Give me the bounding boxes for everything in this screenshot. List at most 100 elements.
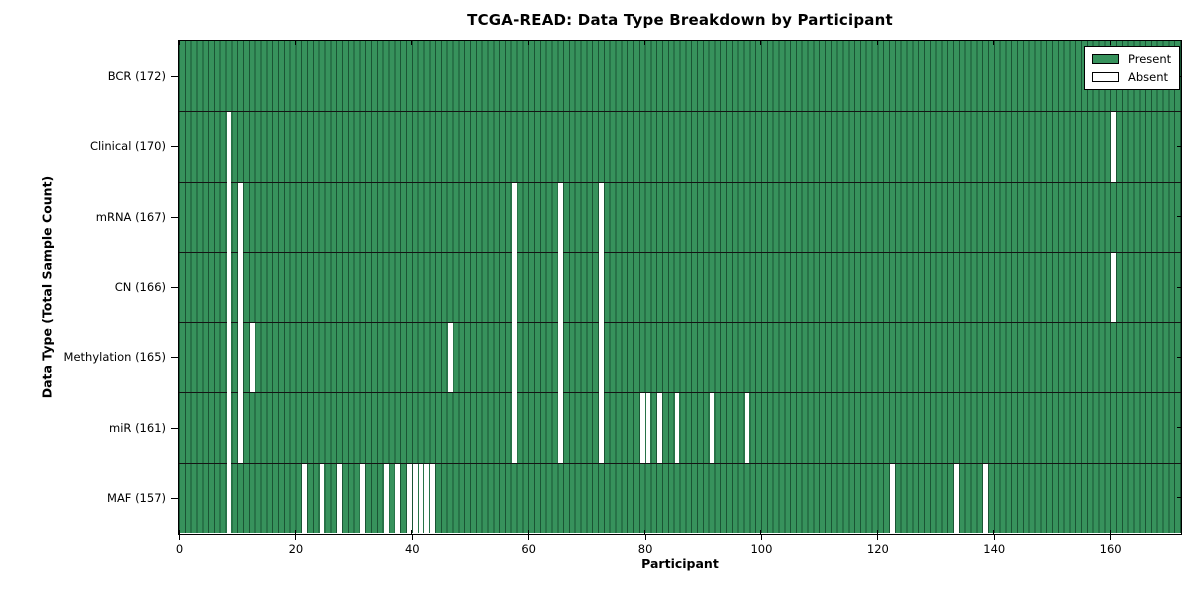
absent-cell-miR-p91 bbox=[709, 393, 715, 463]
row-separator bbox=[179, 322, 1181, 324]
absent-cell-miR-p97 bbox=[744, 393, 750, 463]
y-tick bbox=[171, 357, 178, 359]
x-tick bbox=[1110, 535, 1112, 540]
absent-cell-mRNA-p8 bbox=[226, 181, 232, 252]
x-tick-label: 100 bbox=[750, 542, 773, 556]
y-tick-inner-right bbox=[1177, 497, 1181, 499]
absent-cell-MAF-p133 bbox=[954, 463, 959, 533]
y-tick bbox=[171, 146, 178, 148]
x-tick bbox=[528, 535, 530, 540]
x-tick-inner-bottom bbox=[1109, 530, 1111, 534]
row-MAF bbox=[179, 462, 1181, 533]
y-tick bbox=[171, 427, 178, 429]
x-tick-inner-top bbox=[760, 41, 762, 45]
x-tick bbox=[411, 535, 413, 540]
legend-entry-absent: Absent bbox=[1092, 71, 1172, 83]
row-BCR bbox=[179, 41, 1181, 112]
row-label-CN: CN (166) bbox=[114, 280, 166, 294]
absent-cell-miR-p65 bbox=[558, 392, 564, 463]
absent-cell-Methylation-p8 bbox=[226, 322, 232, 393]
x-tick-label: 140 bbox=[983, 542, 1006, 556]
y-tick bbox=[171, 216, 178, 218]
absent-cell-CN-p57 bbox=[511, 251, 517, 323]
row-label-Methylation: Methylation (165) bbox=[63, 350, 166, 365]
y-tick bbox=[171, 287, 178, 288]
absent-cell-MAF-p42 bbox=[424, 463, 430, 533]
y-tick-inner-right bbox=[1177, 145, 1181, 147]
absent-cell-Methylation-p72 bbox=[599, 322, 604, 393]
row-Clinical bbox=[179, 111, 1181, 182]
absent-cell-MAF-p41 bbox=[418, 463, 424, 533]
row-Methylation bbox=[179, 322, 1181, 393]
x-tick bbox=[295, 535, 297, 540]
row-label-miR: miR (161) bbox=[109, 420, 166, 435]
x-tick-inner-top bbox=[179, 41, 180, 45]
x-tick-inner-bottom bbox=[993, 530, 995, 534]
x-tick-label: 40 bbox=[404, 542, 420, 556]
absent-cell-CN-p65 bbox=[558, 251, 564, 323]
x-tick bbox=[644, 535, 646, 540]
absent-cell-mRNA-p57 bbox=[511, 182, 517, 252]
x-tick-inner-top bbox=[411, 41, 413, 45]
absent-cell-MAF-p43 bbox=[430, 463, 436, 533]
y-tick-inner-right bbox=[1177, 216, 1181, 218]
legend: Present Absent bbox=[1084, 46, 1180, 90]
absent-cell-MAF-p37 bbox=[395, 463, 401, 533]
absent-cell-miR-p79 bbox=[639, 393, 645, 463]
absent-cell-CN-p160 bbox=[1111, 252, 1116, 323]
y-tick bbox=[171, 497, 178, 499]
absent-cell-MAF-p27 bbox=[337, 463, 342, 533]
row-separator bbox=[179, 181, 1181, 183]
absent-cell-CN-p10 bbox=[238, 251, 243, 323]
legend-swatch-present bbox=[1092, 54, 1119, 64]
absent-cell-MAF-p24 bbox=[319, 463, 325, 533]
row-label-MAF: MAF (157) bbox=[107, 490, 166, 505]
absent-cell-MAF-p35 bbox=[383, 463, 389, 533]
absent-cell-Clinical-p160 bbox=[1111, 112, 1116, 182]
legend-label-absent: Absent bbox=[1128, 70, 1169, 84]
x-tick-inner-top bbox=[1109, 41, 1111, 45]
absent-cell-Methylation-p57 bbox=[511, 322, 517, 393]
absent-cell-CN-p72 bbox=[599, 251, 604, 323]
x-tick-inner-top bbox=[876, 41, 878, 45]
absent-cell-mRNA-p72 bbox=[599, 182, 604, 252]
absent-cell-mRNA-p10 bbox=[238, 182, 243, 252]
absent-cell-miR-p57 bbox=[511, 392, 517, 463]
absent-cell-Methylation-p10 bbox=[238, 322, 243, 393]
x-tick-inner-top bbox=[294, 41, 296, 45]
row-CN bbox=[179, 251, 1181, 323]
absent-cell-MAF-p31 bbox=[360, 463, 366, 533]
row-separator bbox=[179, 111, 1181, 113]
x-tick-inner-bottom bbox=[179, 530, 180, 534]
x-tick-label: 60 bbox=[521, 542, 536, 556]
absent-cell-Clinical-p8 bbox=[226, 112, 232, 182]
x-tick-label: 20 bbox=[288, 542, 304, 556]
x-axis-label: Participant bbox=[641, 556, 719, 571]
absent-cell-MAF-p122 bbox=[890, 463, 895, 533]
y-tick-inner-right bbox=[1177, 356, 1181, 358]
y-tick-inner-right bbox=[1177, 427, 1181, 429]
x-tick-label: 160 bbox=[1099, 542, 1122, 556]
absent-cell-miR-p82 bbox=[657, 393, 663, 463]
x-tick-inner-bottom bbox=[760, 530, 762, 534]
absent-cell-MAF-p21 bbox=[302, 463, 308, 533]
row-label-mRNA: mRNA (167) bbox=[95, 209, 166, 224]
x-tick-inner-bottom bbox=[294, 530, 296, 534]
chart-title: TCGA-READ: Data Type Breakdown by Partic… bbox=[467, 11, 893, 29]
row-separator bbox=[179, 392, 1181, 394]
row-label-BCR: BCR (172) bbox=[107, 69, 166, 84]
x-tick bbox=[877, 535, 879, 540]
row-label-Clinical: Clinical (170) bbox=[89, 139, 166, 154]
plot-area bbox=[178, 40, 1182, 535]
absent-cell-MAF-p40 bbox=[412, 463, 418, 533]
absent-cell-Methylation-p12 bbox=[249, 323, 255, 393]
absent-cell-miR-p85 bbox=[674, 393, 680, 463]
x-tick-inner-top bbox=[527, 41, 529, 45]
absent-cell-Methylation-p46 bbox=[447, 323, 453, 393]
x-tick-inner-bottom bbox=[411, 530, 413, 534]
x-tick-label: 0 bbox=[175, 542, 184, 556]
absent-cell-MAF-p8 bbox=[226, 462, 232, 533]
absent-cell-CN-p8 bbox=[226, 251, 232, 323]
row-separator bbox=[179, 462, 1181, 464]
